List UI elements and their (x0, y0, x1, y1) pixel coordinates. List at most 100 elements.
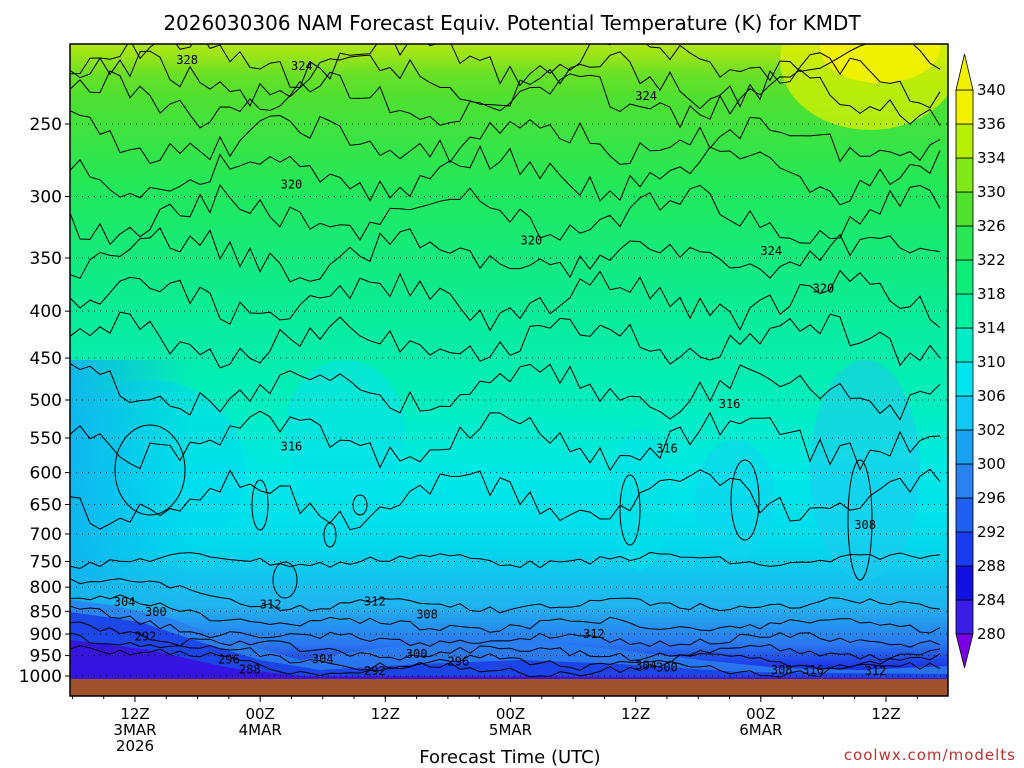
y-tick-label: 350 (30, 249, 62, 269)
colorbar-label: 302 (977, 421, 1006, 439)
ground-surface (70, 679, 948, 696)
contour-value-label: 312 (583, 627, 605, 641)
colorbar-label: 292 (977, 523, 1006, 541)
y-tick-label: 450 (30, 349, 62, 369)
contour-value-label: 320 (521, 234, 543, 248)
contour-line (70, 621, 941, 662)
contour-line (70, 69, 941, 129)
contour-line (70, 551, 941, 570)
title-layer: 2026030306 NAM Forecast Equiv. Potential… (163, 11, 861, 35)
colorbar-segment (955, 293, 974, 329)
contour-line (70, 605, 941, 648)
colorbar-label: 322 (977, 251, 1006, 269)
contour-value-label: 324 (635, 89, 657, 103)
x-tick-label: 00Z (746, 705, 775, 723)
top-gradient (70, 44, 948, 74)
colorbar-top-arrow (955, 53, 974, 91)
contour-line (70, 227, 941, 283)
contour-value-label: 324 (291, 59, 313, 73)
contour-value-label: 304 (312, 652, 334, 666)
contour-value-label: 288 (239, 663, 261, 677)
x-tick-label: 12Z (120, 705, 149, 723)
x-axis-label: Forecast Time (UTC) (419, 747, 600, 768)
contour-value-label: 320 (813, 282, 835, 296)
contour-loop (352, 494, 368, 516)
y-tick-label: 650 (30, 495, 62, 515)
contour-value-label: 316 (656, 442, 678, 456)
contour-loop (272, 561, 298, 599)
contour-loop (847, 459, 873, 581)
contour-value-label: 296 (218, 652, 240, 666)
contour-labels: 328 324 324 320 320 324 320 316 316 316 308 312 312 3… (114, 53, 887, 678)
contour-line (70, 410, 941, 472)
contour-value-label: 308 (854, 518, 876, 532)
colorbar-label: 330 (977, 183, 1006, 201)
colorbar-segment (955, 123, 974, 159)
colorbar-segment (955, 89, 974, 125)
contour-loop (730, 459, 760, 541)
colorbar-label: 280 (977, 625, 1006, 643)
colorbar-label: 340 (977, 81, 1006, 99)
contour-line (70, 110, 941, 165)
y-tick-label: 600 (30, 464, 62, 484)
contour-value-label: 300 (406, 647, 428, 661)
y-tick-label: 250 (30, 115, 62, 135)
contour-line (70, 594, 941, 634)
y-tick-label: 550 (30, 429, 62, 449)
contour-value-label: 320 (281, 177, 303, 191)
theta-e-field (70, 44, 948, 696)
contour-value-label: 304 (635, 659, 657, 673)
contour-value-label: 308 (771, 663, 793, 677)
colorbar-segment (955, 599, 974, 635)
cyan-region (695, 440, 775, 560)
contour-value-label: 312 (364, 594, 386, 608)
x-tick-label: 00Z (496, 705, 525, 723)
contour-loop (251, 479, 269, 531)
x-tick-label: 6MAR (739, 721, 782, 739)
colorbar-label: 284 (977, 591, 1006, 609)
colorbar-label: 288 (977, 557, 1006, 575)
colorbar-segment (955, 463, 974, 499)
colorbar-segment (955, 429, 974, 465)
cyan-region (810, 360, 920, 580)
x-tick-label: 00Z (245, 705, 274, 723)
y-tick-label: 950 (30, 647, 62, 667)
y-tick-label: 400 (30, 302, 62, 322)
contour-line (70, 44, 941, 88)
contour-line (70, 468, 941, 531)
colorbar-segment (955, 327, 974, 363)
colorbar-label: 318 (977, 285, 1006, 303)
y-tick-label: 300 (30, 188, 62, 208)
x-tick-label: 3MAR (113, 721, 156, 739)
y-tick-label: 900 (30, 625, 62, 645)
colorbar-label: 314 (977, 319, 1006, 337)
contour-line (70, 183, 941, 246)
colorbar-label: 334 (977, 149, 1006, 167)
y-tick-label: 500 (30, 391, 62, 411)
colorbar-segment (955, 565, 974, 601)
contour-value-label: 316 (802, 663, 824, 677)
contour-value-label: 312 (260, 598, 282, 612)
y-tick-label: 800 (30, 578, 62, 598)
left-moist-region (70, 360, 190, 610)
colorbar-label: 326 (977, 217, 1006, 235)
colorbar-segment (955, 395, 974, 431)
contour-loop (619, 474, 641, 546)
contour-value-label: 328 (176, 53, 198, 67)
y-tick-label: 750 (30, 552, 62, 572)
contour-line (70, 363, 941, 421)
x-tick-label: 4MAR (239, 721, 282, 739)
colorbar-label: 296 (977, 489, 1006, 507)
colorbar-segment (955, 259, 974, 295)
x-tick-label: 5MAR (489, 721, 532, 739)
colorbar-label: 306 (977, 387, 1006, 405)
y-tick-label: 700 (30, 525, 62, 545)
contour-value-label: 296 (448, 654, 470, 668)
colorbar: 280 284 288 292 296 300 302 306 310 314 318 322 326 3… (955, 53, 1006, 669)
colorbar-segment (955, 361, 974, 397)
cyan-region (285, 360, 405, 500)
contour-line (70, 632, 941, 671)
colorbar-label: 300 (977, 455, 1006, 473)
